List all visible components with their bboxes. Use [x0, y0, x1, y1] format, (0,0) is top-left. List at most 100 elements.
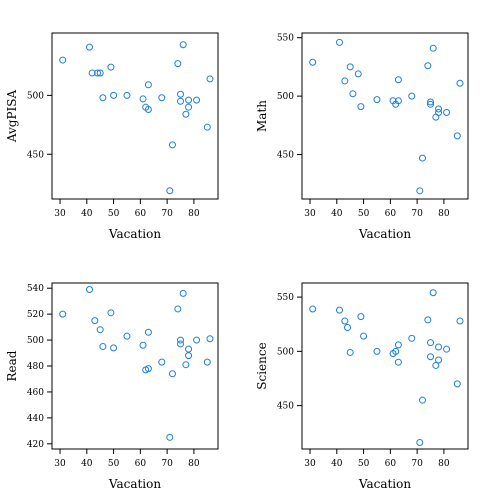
data-point — [432, 361, 440, 369]
y-axis-label: Read — [5, 350, 19, 381]
data-point — [453, 380, 461, 388]
data-point — [349, 90, 357, 98]
data-point — [424, 316, 432, 324]
x-tick-label: 30 — [54, 209, 66, 219]
data-point — [110, 344, 118, 352]
data-point — [185, 345, 193, 353]
x-axis-label: Vacation — [108, 227, 161, 241]
data-point — [429, 289, 437, 297]
panel-science-vs-vacation: 30 40 50 60 70 80 450 500 550 Vacation Science — [255, 282, 469, 491]
data-point — [429, 44, 437, 52]
y-tick-label: 500 — [27, 336, 44, 346]
data-point — [357, 313, 365, 321]
data-point — [177, 97, 185, 105]
data-point — [110, 91, 118, 99]
y-tick-label: 450 — [277, 402, 294, 412]
x-tick-label: 50 — [358, 459, 370, 469]
data-point — [394, 358, 402, 366]
data-point — [96, 69, 104, 77]
x-axis-label: Vacation — [108, 477, 161, 491]
data-point — [394, 341, 402, 349]
data-point — [179, 41, 187, 49]
x-tick-label: 60 — [385, 209, 397, 219]
data-point — [206, 335, 214, 343]
x-tick-label: 70 — [411, 209, 423, 219]
x-tick-label: 80 — [438, 209, 450, 219]
data-point — [59, 56, 67, 64]
data-point — [168, 370, 176, 378]
data-point — [427, 98, 435, 106]
data-point — [206, 75, 214, 83]
data-point — [408, 92, 416, 100]
data-point — [435, 108, 443, 116]
data-point — [59, 310, 67, 318]
data-point — [427, 353, 435, 361]
data-point — [427, 100, 435, 108]
data-point — [177, 90, 185, 98]
data-point — [107, 309, 115, 317]
data-point — [335, 38, 343, 46]
data-point — [139, 341, 147, 349]
data-point — [85, 43, 93, 51]
data-point — [373, 96, 381, 104]
data-point — [174, 305, 182, 313]
data-point — [360, 332, 368, 340]
data-point — [123, 332, 131, 340]
data-point — [168, 141, 176, 149]
x-tick-label: 70 — [161, 459, 173, 469]
x-axis-label: Vacation — [358, 477, 411, 491]
data-point — [88, 69, 96, 77]
data-point — [96, 326, 104, 334]
x-tick-label: 40 — [81, 459, 93, 469]
x-tick-label: 60 — [135, 209, 147, 219]
y-tick-label: 480 — [27, 362, 44, 372]
x-tick-label: 30 — [304, 459, 316, 469]
data-point — [144, 328, 152, 336]
y-tick-label: 500 — [27, 91, 44, 101]
data-point — [341, 77, 349, 85]
data-point — [309, 58, 317, 66]
y-tick-label: 500 — [277, 92, 294, 102]
data-point — [443, 108, 451, 116]
y-tick-label: 540 — [27, 284, 44, 294]
panel-math-vs-vacation: 30 40 50 60 70 80 450 500 550 Vacation Math — [255, 32, 469, 241]
data-point — [185, 103, 193, 111]
data-point — [341, 317, 349, 325]
data-point — [418, 154, 426, 162]
x-tick-label: 40 — [81, 209, 93, 219]
data-point — [144, 106, 152, 114]
data-point — [394, 97, 402, 105]
data-point — [177, 340, 185, 348]
data-point — [435, 356, 443, 364]
x-tick-label: 40 — [331, 209, 343, 219]
data-point — [346, 348, 354, 356]
x-tick-label: 50 — [108, 209, 120, 219]
data-point — [166, 187, 174, 195]
y-tick-label: 440 — [27, 414, 44, 424]
data-point — [174, 60, 182, 68]
data-point — [158, 94, 166, 102]
data-point — [85, 285, 93, 293]
plot-frame — [51, 32, 219, 200]
data-point — [416, 438, 424, 446]
y-tick-label: 450 — [277, 151, 294, 161]
data-point — [335, 306, 343, 314]
data-point — [416, 187, 424, 195]
data-point — [182, 361, 190, 369]
data-point — [182, 110, 190, 118]
y-axis-label: Math — [255, 100, 269, 132]
data-point — [435, 105, 443, 113]
data-point — [373, 347, 381, 355]
data-point — [123, 91, 131, 99]
data-point — [107, 63, 115, 71]
plot-frame — [301, 32, 469, 200]
data-point — [144, 81, 152, 89]
panel-avgpisa-vs-vacation: 30 40 50 60 70 80 450 500 Vacation AvgPISA — [5, 32, 219, 241]
x-tick-label: 50 — [358, 209, 370, 219]
x-tick-label: 70 — [161, 209, 173, 219]
x-tick-label: 30 — [54, 459, 66, 469]
y-axis-label: AvgPISA — [5, 89, 19, 143]
x-tick-label: 80 — [188, 209, 200, 219]
data-point — [346, 63, 354, 71]
